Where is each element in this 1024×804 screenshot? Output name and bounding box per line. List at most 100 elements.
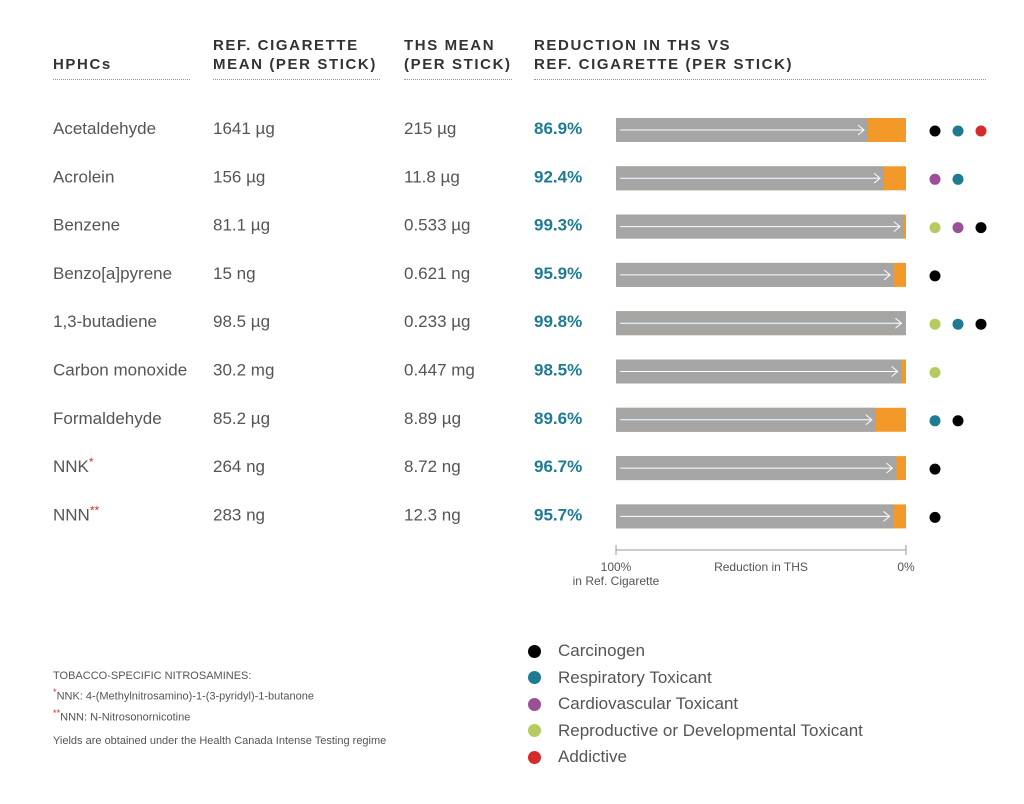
ths-mean-value: 0.533 µg [404,216,471,235]
ths-mean-value: 11.8 µg [404,167,460,186]
footnote-heading: TOBACCO-SPECIFIC NITROSAMINES: [53,670,252,682]
category-footnote-mark: * [89,455,94,469]
ref-cigarette-value: 98.5 µg [213,312,270,331]
footnote-yields: Yields are obtained under the Health Can… [53,735,387,748]
ref-cigarette-value: 85.2 µg [213,409,270,428]
category-label: Acrolein [53,167,114,186]
category-label: Benzene [53,216,120,235]
ths-mean-value: 8.72 ng [404,457,461,476]
reduction-percent-label: 99.8% [534,312,582,331]
header-reduction-line2: REF. CIGARETTE (PER STICK) [534,56,794,73]
category-label: NNN** [53,503,100,524]
header-hphcs: HPHCs [53,56,112,73]
category-label: Carbon monoxide [53,361,187,380]
reduction-arrow-head [886,462,894,474]
legend-label-carcinogen: Carcinogen [558,641,645,661]
category-footnote-mark: ** [90,503,100,517]
x-axis-label-left-sub: in Ref. Cigarette [573,574,660,588]
ref-cigarette-value: 30.2 mg [213,361,274,380]
toxicity-dot-respiratory [929,415,941,427]
category-label: NNK* [53,455,94,476]
toxicity-dot-cardiovascular [929,173,941,185]
ths-mean-value: 0.233 µg [404,312,471,331]
toxicity-dot-carcinogen [952,415,964,427]
reduction-arrow-head [865,414,873,426]
header-ref-cigarette-line2: MEAN (PER STICK) [213,56,377,73]
x-axis-label-left: 100% [601,560,632,574]
footnote-nnk: *NNK: 4-(Methylnitrosamino)-1-(3-pyridyl… [53,684,413,705]
header-divider-ref [213,79,380,80]
header-divider-reduction [534,79,986,80]
reduction-percent-label: 96.7% [534,457,582,476]
reduction-arrow-head [891,366,899,377]
legend-dot-addictive [528,750,541,764]
toxicity-dot-addictive [975,125,987,137]
header-divider-ths [404,79,512,80]
ref-cigarette-value: 283 ng [213,505,265,524]
header-ref-cigarette: REF. CIGARETTE MEAN (PER STICK) [213,36,377,74]
footnote-nnn: **NNN: N-Nitrosonornicotine [53,705,413,726]
footnote-nnk-text: NNK: 4-(Methylnitrosamino)-1-(3-pyridyl)… [56,690,314,703]
reduction-arrow-head [883,511,891,522]
toxicity-legend: Carcinogen Respiratory Toxicant Cardiovasc… [528,638,863,771]
legend-item-carcinogen: Carcinogen [528,638,863,665]
reduction-arrow-head [883,269,891,281]
toxicity-dot-carcinogen [929,270,941,282]
header-divider-hphcs [53,79,190,80]
reduction-percent-label: 92.4% [534,167,582,186]
reduction-arrow-head [893,221,901,232]
header-ref-cigarette-line1: REF. CIGARETTE [213,37,359,54]
header-ths-mean-line2: (PER STICK) [404,56,512,73]
legend-label-addictive: Addictive [558,747,627,767]
category-label: Benzo[a]pyrene [53,264,172,283]
legend-dot-reproductive [528,724,541,738]
toxicity-dot-respiratory [952,173,964,185]
legend-item-addictive: Addictive [528,744,863,771]
reduction-arrow-head [873,172,881,184]
toxicity-dot-reproductive [929,222,941,234]
ths-mean-value: 12.3 ng [404,505,461,524]
toxicity-dot-respiratory [952,318,964,330]
reduction-percent-label: 95.7% [534,505,582,524]
legend-item-cardiovascular: Cardiovascular Toxicant [528,691,863,718]
toxicity-dot-carcinogen [929,511,941,523]
x-axis-label-center: Reduction in THS [714,560,808,574]
x-axis-label-right: 0% [897,560,915,574]
toxicity-dot-carcinogen [975,222,987,234]
toxicity-dot-reproductive [929,367,941,378]
reduction-percent-label: 98.5% [534,361,582,380]
legend-item-reproductive: Reproductive or Developmental Toxicant [528,718,863,745]
legend-label-respiratory: Respiratory Toxicant [558,667,712,687]
toxicity-dot-carcinogen [929,463,941,475]
reduction-percent-label: 89.6% [534,409,582,428]
toxicity-dot-reproductive [929,318,941,330]
category-label: Acetaldehyde [53,119,156,138]
legend-label-reproductive: Reproductive or Developmental Toxicant [558,720,863,740]
toxicity-dot-cardiovascular [952,222,964,234]
ref-cigarette-value: 156 µg [213,167,265,186]
toxicity-dot-respiratory [952,125,964,137]
reduction-percent-label: 86.9% [534,119,582,138]
header-reduction-line1: REDUCTION IN THS VS [534,37,732,54]
footnotes: TOBACCO-SPECIFIC NITROSAMINES: *NNK: 4-(… [53,668,413,749]
header-ths-mean: THS MEAN (PER STICK) [404,36,512,74]
ref-cigarette-value: 81.1 µg [213,216,270,235]
reduction-chart: Acetaldehyde 1641 µg 215 µg 86.9% Acrolein 15… [53,118,987,588]
toxicity-dot-carcinogen [975,318,987,330]
category-label: Formaldehyde [53,409,162,428]
reduction-percent-label: 99.3% [534,216,582,235]
legend-item-respiratory: Respiratory Toxicant [528,665,863,692]
footnote-nnn-mark: ** [53,707,61,718]
reduction-percent-label: 95.9% [534,264,582,283]
category-label: 1,3-butadiene [53,312,157,331]
ths-mean-value: 0.447 mg [404,361,475,380]
ths-mean-value: 0.621 ng [404,264,470,283]
reduction-arrow-head [857,124,865,136]
header-reduction: REDUCTION IN THS VS REF. CIGARETTE (PER … [534,36,793,74]
ref-cigarette-value: 1641 µg [213,119,275,138]
ref-cigarette-value: 264 ng [213,457,265,476]
legend-dot-carcinogen [528,644,541,658]
footnote-spacer [53,725,413,733]
legend-dot-respiratory [528,671,541,685]
legend-dot-cardiovascular [528,697,541,711]
